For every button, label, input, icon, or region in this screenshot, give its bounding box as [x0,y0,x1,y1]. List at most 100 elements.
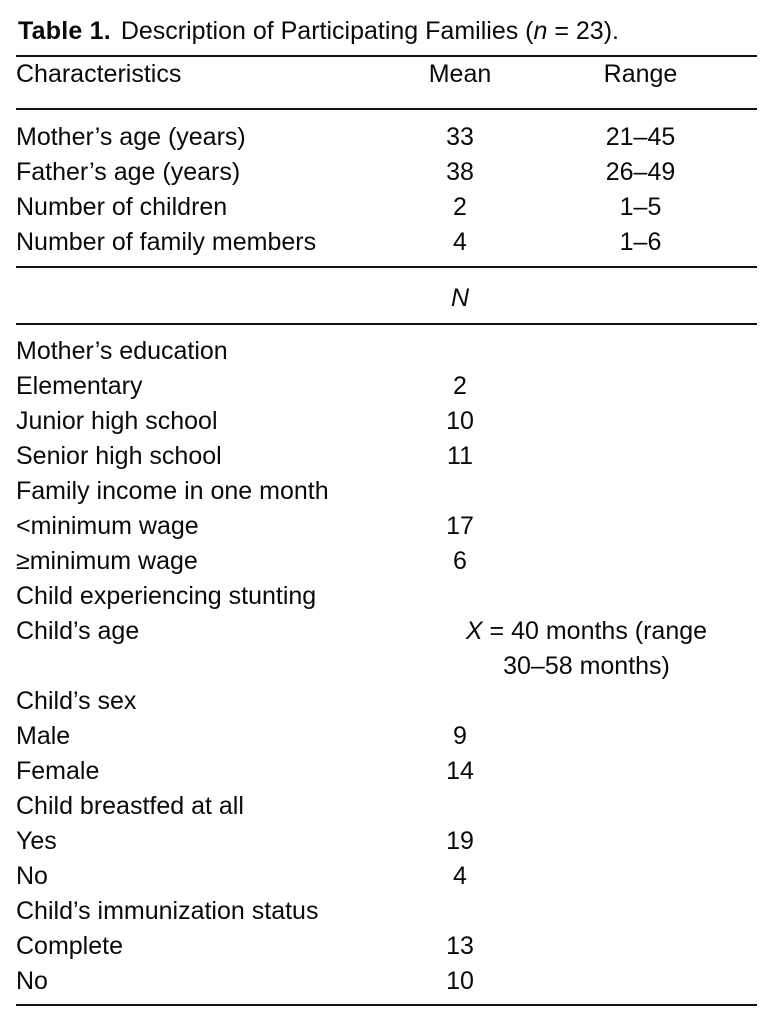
row-label-cell: Male [16,722,71,750]
n-value-cell: 13 [446,932,474,960]
col-header-characteristics: Characteristics [16,60,182,88]
row-label-cell: Number of children [16,193,228,221]
table-row: Senior high school 11 [16,439,757,474]
row-label-cell: Family income in one month [16,477,329,505]
childs-age-value-line2: 30–58 months) [503,652,670,680]
n-header-row: N [16,267,757,324]
empty-cell [16,267,396,324]
empty-cell [524,894,757,929]
table-row: Child experiencing stunting [16,579,757,614]
empty-cell [524,859,757,894]
table-row: ≥minimum wage 6 [16,544,757,579]
mean-value-cell: 33 [446,123,474,151]
empty-cell [524,324,757,369]
caption-text: Description of Participating Families ( [120,17,534,45]
empty-cell [524,929,757,964]
table-row: Family income in one month [16,474,757,509]
empty-cell [524,509,757,544]
empty-cell [524,754,757,789]
n-value-cell: 2 [453,372,467,400]
row-label-cell: Father’s age (years) [16,158,241,186]
row-label-cell: Senior high school [16,442,222,470]
row-label-cell: No [16,862,48,890]
empty-cell [524,719,757,754]
row-label-cell: Female [16,757,100,785]
empty-cell [524,404,757,439]
n-value-cell [396,684,524,719]
col-header-mean: Mean [428,60,492,88]
table-row: No 4 [16,859,757,894]
empty-cell [524,579,757,614]
table-row: Mother’s age (years) 33 21–45 [16,109,757,155]
n-value-cell: 4 [453,862,467,890]
row-label-cell: <minimum wage [16,512,199,540]
empty-cell [524,369,757,404]
table-row: Child breastfed at all [16,789,757,824]
empty-cell [524,964,757,1005]
n-value-cell: 14 [446,757,474,785]
table-row: Yes 19 [16,824,757,859]
childs-age-value-line1: X = 40 months (range [465,617,708,645]
table-row: Junior high school 10 [16,404,757,439]
n-value-cell: 10 [446,407,474,435]
participants-table: Characteristics Mean Range Mother’s age … [16,55,757,1006]
mean-x-symbol: X [465,617,483,645]
table-caption: Table 1. Description of Participating Fam… [0,0,772,46]
row-label-cell: Yes [16,827,57,855]
row-label-cell: Child’s sex [16,687,137,715]
mean-value-cell: 4 [453,228,467,256]
empty-cell [524,439,757,474]
empty-cell [524,544,757,579]
table-number-label: Table 1. [18,17,111,45]
table-header: Characteristics Mean Range [16,56,757,109]
row-label-cell: Child’s immunization status [16,897,319,925]
n-value-cell [396,894,524,929]
caption-text-after: = 23). [547,17,619,45]
n-value-cell [396,324,524,369]
table-row: Male 9 [16,719,757,754]
range-value-cell: 26–49 [605,158,676,186]
n-value-cell: 9 [453,722,467,750]
table-row-childs-age: Child’s age X = 40 months (range 30–58 m… [16,614,757,684]
table-row: Child’s immunization status [16,894,757,929]
table-row: Mother’s education [16,324,757,369]
table-row: Child’s sex [16,684,757,719]
counts-section: Mother’s education Elementary 2 Junior h… [16,324,757,1005]
row-label-cell: Junior high school [16,407,218,435]
empty-cell [524,824,757,859]
n-value-cell: 10 [446,967,474,995]
row-label-cell: Number of family members [16,228,317,256]
row-label-cell: No [16,967,48,995]
empty-cell [524,789,757,824]
row-label-cell: Mother’s age (years) [16,123,246,151]
table-row: Complete 13 [16,929,757,964]
row-label-cell: Elementary [16,372,143,400]
table-row: Father’s age (years) 38 26–49 [16,155,757,190]
col-header-n: N [450,284,470,312]
n-value-cell [396,789,524,824]
row-label-cell: Child experiencing stunting [16,582,317,610]
n-value-cell: 6 [453,547,467,575]
n-value-cell [396,474,524,509]
table-row: Female 14 [16,754,757,789]
col-header-range: Range [603,60,678,88]
range-value-cell: 1–5 [619,193,662,221]
empty-cell [524,267,757,324]
empty-cell [524,474,757,509]
table-row: No 10 [16,964,757,1005]
empty-cell [524,684,757,719]
n-value-cell: 11 [447,442,473,470]
mean-value-cell: 38 [446,158,474,186]
table-row: Elementary 2 [16,369,757,404]
mean-range-section: Mother’s age (years) 33 21–45 Father’s a… [16,109,757,267]
row-label-cell: Complete [16,932,123,960]
row-label-cell: Mother’s education [16,337,228,365]
n-value-cell [396,579,524,614]
childs-age-value-cell: X = 40 months (range 30–58 months) [396,614,757,684]
row-label-cell: ≥minimum wage [16,547,198,575]
mean-value-cell: 2 [453,193,467,221]
row-label-cell: Child breastfed at all [16,792,244,820]
table-row: <minimum wage 17 [16,509,757,544]
table-row: Number of family members 4 1–6 [16,225,757,267]
